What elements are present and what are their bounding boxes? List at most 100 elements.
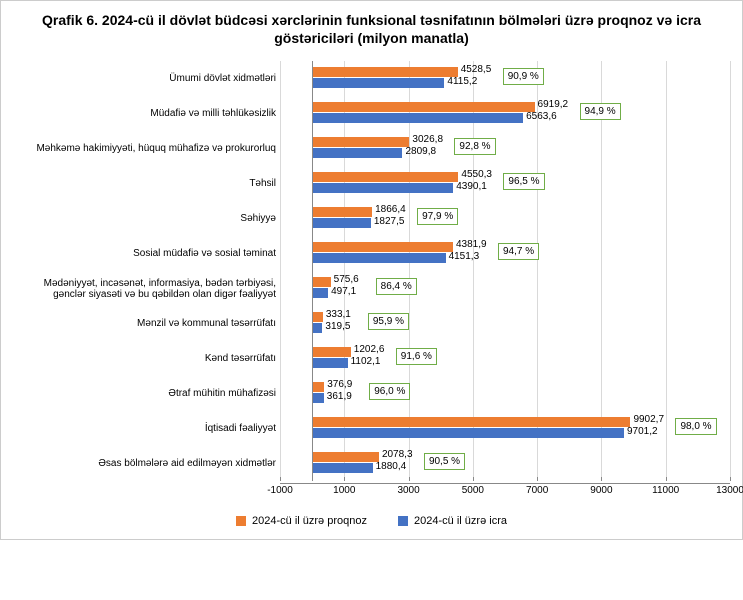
value-execution: 6563,6 [526,111,557,122]
x-tick: 7000 [526,485,548,496]
bar-forecast [312,417,630,427]
swatch-forecast [236,516,246,526]
value-execution: 4115,2 [447,76,477,87]
pct-badge: 86,4 % [376,278,417,295]
x-tick: 13000 [716,485,743,496]
value-forecast: 2078,3 [382,449,413,460]
value-execution: 1102,1 [351,356,381,367]
bar-execution [312,183,453,193]
value-execution: 2809,8 [405,146,436,157]
pct-badge: 91,6 % [396,348,437,365]
bar-forecast [312,242,453,252]
category-label: Təhsil [13,166,280,201]
category-label: Əsas bölmələrə aid edilməyən xidmətlər [13,446,280,481]
chart-container: Qrafik 6. 2024-cü il dövlət büdcəsi xərc… [0,0,743,540]
y-labels: Ümumi dövlət xidmətləriMüdafiə və milli … [13,61,280,481]
chart-row: 376,9361,9 96,0 % [280,376,730,411]
plot-area: 4528,54115,2 90,9 % 6919,26563,6 94,9 % 3026… [280,61,730,481]
zero-line [312,61,313,481]
value-forecast: 333,1 [326,309,351,320]
pct-badge: 90,5 % [424,453,465,470]
category-label: Məhkəmə hakimiyyəti, hüquq mühafizə və p… [13,131,280,166]
category-label: Ümumi dövlət xidmətləri [13,61,280,96]
value-forecast: 3026,8 [412,134,443,145]
bar-execution [312,253,445,263]
x-tick: 3000 [397,485,419,496]
bar-execution [312,218,371,228]
bar-execution [312,463,372,473]
chart-row: 3026,82809,8 92,8 % [280,131,730,166]
value-execution: 1827,5 [374,216,405,227]
category-label: Mədəniyyət, incəsənət, informasiya, bədə… [13,271,280,306]
bar-forecast [312,102,534,112]
value-forecast: 6919,2 [538,99,569,110]
chart-body: Ümumi dövlət xidmətləriMüdafiə və milli … [13,61,730,505]
value-execution: 361,9 [327,391,352,402]
axis-line [280,483,730,484]
value-forecast: 575,6 [334,274,359,285]
legend-execution: 2024-cü il üzrə icra [398,515,507,527]
chart-row: 4381,94151,394,7 % [280,236,730,271]
grid-line [730,61,731,481]
bar-forecast [312,277,331,287]
pct-badge: 98,0 % [675,418,716,435]
pct-badge: 92,8 % [454,138,495,155]
pct-badge: 90,9 % [503,68,544,85]
chart-row: 1202,61102,1 91,6 % [280,341,730,376]
value-forecast: 1866,4 [375,204,406,215]
category-label: Kənd təsərrüfatı [13,341,280,376]
pct-badge: 96,5 % [503,173,544,190]
value-forecast: 4528,5 [461,64,492,75]
category-label: Müdafiə və milli təhlükəsizlik [13,96,280,131]
value-execution: 319,5 [325,321,350,332]
value-forecast: 376,9 [327,379,352,390]
legend-execution-label: 2024-cü il üzrə icra [414,515,507,527]
bar-execution [312,113,523,123]
bar-forecast [312,382,324,392]
bar-forecast [312,67,458,77]
value-execution: 4390,1 [456,181,487,192]
value-forecast: 4381,9 [456,239,487,250]
value-forecast: 4550,3 [461,169,492,180]
category-label: Ətraf mühitin mühafizəsi [13,376,280,411]
bar-execution [312,148,402,158]
x-tick: 1000 [333,485,355,496]
chart-row: 1866,41827,5 97,9 % [280,201,730,236]
bar-forecast [312,137,409,147]
plot-column: 4528,54115,2 90,9 % 6919,26563,6 94,9 % 3026… [280,61,730,505]
x-tick: 9000 [590,485,612,496]
pct-badge: 95,9 % [368,313,409,330]
chart-row: 6919,26563,6 94,9 % [280,96,730,131]
bar-execution [312,358,347,368]
bar-forecast [312,207,372,217]
chart-row: 4528,54115,2 90,9 % [280,61,730,96]
pct-badge: 94,9 % [580,103,621,120]
legend: 2024-cü il üzrə proqnoz 2024-cü il üzrə … [13,515,730,529]
swatch-execution [398,516,408,526]
chart-row: 333,1319,5 95,9 % [280,306,730,341]
value-execution: 1880,4 [376,461,407,472]
bar-execution [312,288,328,298]
chart-row: 4550,34390,1 96,5 % [280,166,730,201]
category-label: Səhiyyə [13,201,280,236]
chart-row: 2078,31880,4 90,5 % [280,446,730,481]
value-forecast: 9902,7 [633,414,664,425]
value-execution: 497,1 [331,286,356,297]
bar-forecast [312,172,458,182]
bar-execution [312,78,444,88]
category-label: Sosial müdafiə və sosial təminat [13,236,280,271]
bar-execution [312,428,624,438]
x-tick: 5000 [462,485,484,496]
category-label: İqtisadi fəaliyyət [13,411,280,446]
chart-row: 575,6497,1 86,4 % [280,271,730,306]
pct-badge: 96,0 % [369,383,410,400]
x-tick: 11000 [652,485,679,496]
legend-forecast-label: 2024-cü il üzrə proqnoz [252,515,367,527]
x-axis: -1000100030005000700090001100013000 [280,483,730,505]
pct-badge: 97,9 % [417,208,458,225]
value-forecast: 1202,6 [354,344,385,355]
category-label: Mənzil və kommunal təsərrüfatı [13,306,280,341]
chart-title: Qrafik 6. 2024-cü il dövlət büdcəsi xərc… [13,11,730,47]
x-tick: -1000 [267,485,293,496]
pct-badge: 94,7 % [498,243,539,260]
